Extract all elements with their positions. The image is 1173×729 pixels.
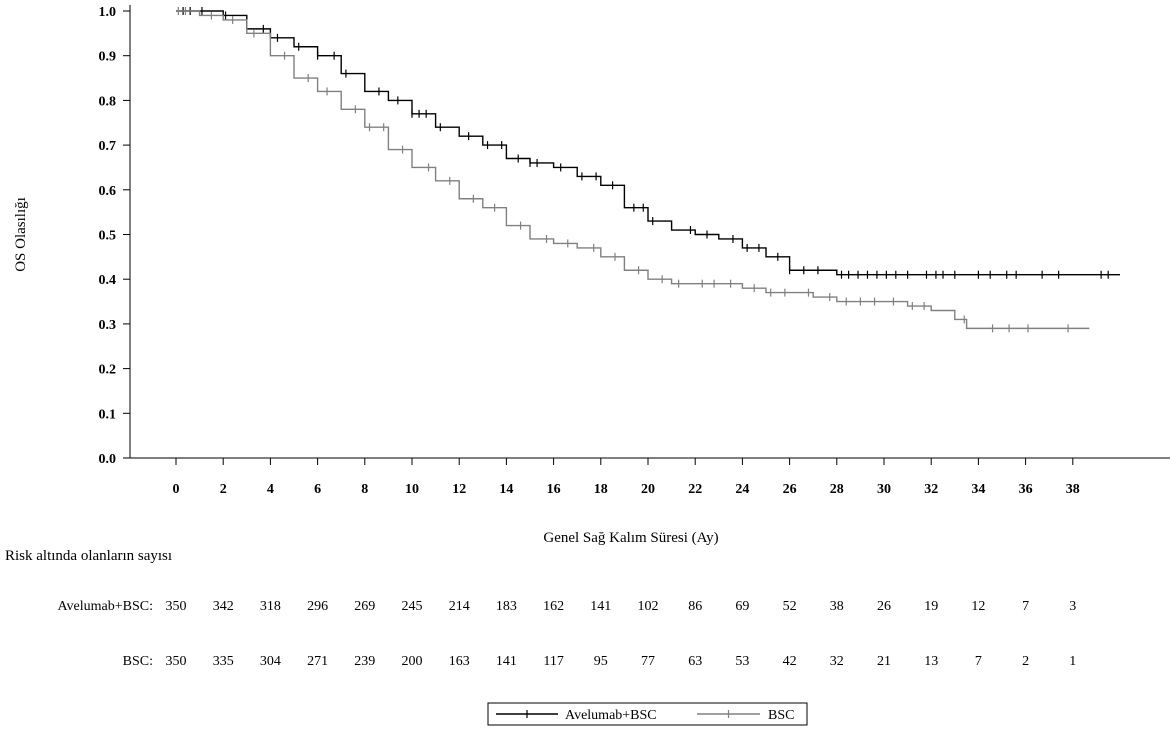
x-tick-label: 22 [688,482,702,497]
x-tick-label: 34 [971,482,985,497]
risk-value: 214 [449,599,470,614]
survival-curves [176,7,1120,333]
y-tick-label: 0.3 [99,318,117,333]
risk-value: 12 [971,599,985,614]
legend: Avelumab+BSC BSC [487,702,808,726]
risk-value: 2 [1022,654,1029,669]
x-tick-label: 2 [220,482,227,497]
risk-value: 239 [354,654,375,669]
risk-table: Avelumab+BSC: 350 342 318 296 269 245 214 183 162… [57,599,1076,669]
risk-value: 77 [641,654,655,669]
y-tick-label: 0.2 [99,363,117,378]
risk-value: 245 [402,599,423,614]
legend-label-avelumab-bsc: Avelumab+BSC [565,708,657,723]
risk-value: 318 [260,599,281,614]
risk-value: 42 [783,654,797,669]
x-tick-label: 32 [924,482,938,497]
risk-value: 200 [402,654,423,669]
x-tick-label: 36 [1019,482,1033,497]
x-tick-label: 10 [405,482,419,497]
risk-value: 53 [735,654,749,669]
y-tick-label: 0.0 [99,452,117,467]
risk-value: 95 [594,654,608,669]
x-tick-label: 30 [877,482,891,497]
risk-value: 7 [1022,599,1029,614]
risk-value: 350 [166,599,187,614]
x-tick-label: 6 [314,482,321,497]
risk-value: 304 [260,654,281,669]
risk-value: 162 [543,599,564,614]
x-tick-label: 28 [830,482,844,497]
risk-value: 141 [590,599,611,614]
x-tick-label: 0 [173,482,180,497]
risk-value: 86 [688,599,702,614]
legend-label-bsc: BSC [768,708,794,723]
risk-value: 19 [924,599,938,614]
risk-value: 63 [688,654,702,669]
risk-value: 3 [1069,599,1076,614]
axes: 0.00.10.20.30.40.50.60.70.80.91.00 2 4 6 8 10… [99,5,1170,497]
x-tick-label: 14 [499,482,513,497]
risk-value: 269 [354,599,375,614]
risk-value: 13 [924,654,938,669]
curve-bsc [176,10,1090,330]
risk-value: 350 [166,654,187,669]
x-tick-label: 26 [783,482,797,497]
y-tick-label: 0.4 [99,273,117,288]
risk-row-label: Avelumab+BSC: [57,599,153,614]
legend-box [487,702,808,726]
curve-avelumab-bsc [176,10,1120,276]
risk-table-title: Risk altında olanların sayısı [5,548,172,564]
risk-value: 296 [307,599,328,614]
risk-value: 271 [307,654,328,669]
risk-value: 32 [830,654,844,669]
risk-value: 21 [877,654,891,669]
risk-value: 7 [975,654,982,669]
x-tick-label: 38 [1066,482,1080,497]
x-axis-label: Genel Sağ Kalım Süresi (Ay) [543,530,718,546]
risk-value: 117 [543,654,563,669]
y-axis-label: OS Olasılığı [13,197,29,272]
risk-value: 141 [496,654,517,669]
x-tick-label: 24 [735,482,749,497]
risk-value: 69 [735,599,749,614]
y-tick-label: 0.5 [99,229,117,244]
risk-value: 335 [213,654,234,669]
risk-value: 102 [638,599,659,614]
risk-row-label: BSC: [123,654,153,669]
y-tick-label: 0.7 [99,139,117,154]
x-tick-label: 12 [452,482,466,497]
x-tick-label: 16 [547,482,561,497]
y-tick-label: 0.6 [99,184,117,199]
x-tick-label: 18 [594,482,608,497]
y-tick-label: 0.8 [99,94,117,109]
risk-value: 183 [496,599,517,614]
risk-value: 26 [877,599,891,614]
x-tick-label: 8 [361,482,368,497]
x-tick-label: 20 [641,482,655,497]
y-tick-label: 1.0 [99,5,117,20]
y-tick-label: 0.9 [99,50,117,65]
risk-value: 1 [1069,654,1076,669]
risk-value: 163 [449,654,470,669]
risk-value: 342 [213,599,234,614]
risk-value: 38 [830,599,844,614]
risk-value: 52 [783,599,797,614]
y-tick-label: 0.1 [99,407,117,422]
x-tick-label: 4 [267,482,274,497]
